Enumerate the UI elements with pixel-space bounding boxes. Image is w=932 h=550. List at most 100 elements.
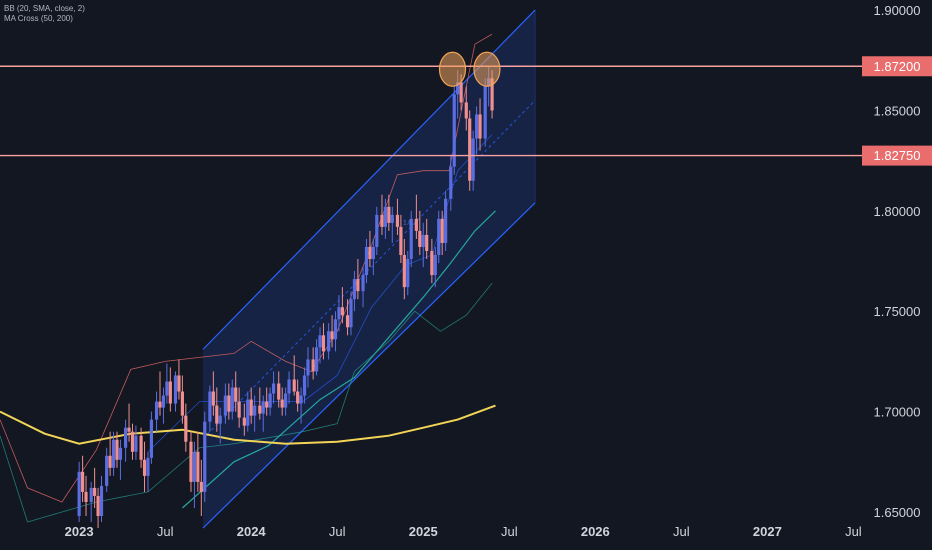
- time-tick-label: 2026: [581, 524, 610, 539]
- level-price-tag: [862, 145, 932, 166]
- time-tick-label: 2027: [753, 524, 782, 539]
- price-tick-label: 1.75000: [874, 304, 921, 319]
- candle-body: [418, 230, 422, 247]
- candle-body: [234, 387, 238, 402]
- time-tick-label: Jul: [673, 524, 690, 539]
- candle-body: [287, 379, 291, 394]
- candle-body: [471, 138, 475, 181]
- candle-body: [124, 427, 128, 448]
- candle-body: [223, 395, 227, 416]
- price-tick-label: 1.65000: [874, 505, 921, 520]
- candle-body: [380, 214, 384, 227]
- candle-body: [93, 487, 97, 496]
- candle-body: [249, 399, 253, 416]
- candle-body: [345, 315, 350, 328]
- level-price-tag: [862, 56, 932, 77]
- candle-body: [258, 405, 262, 414]
- candle-body: [421, 234, 425, 247]
- candle-body: [154, 401, 159, 420]
- time-axis[interactable]: 2023 Jul 2024 Jul 2025 Jul 2026 Jul 2027 Jul: [65, 524, 862, 539]
- candle-body: [280, 399, 284, 408]
- candle-body: [299, 395, 303, 404]
- price-axis[interactable]: 1.90000 1.85000 1.80000 1.75000 1.70000 1.650…: [874, 3, 921, 520]
- candle-body: [77, 471, 81, 517]
- candle-body: [203, 421, 207, 492]
- bb-lower-line: [0, 282, 493, 523]
- indicator-legend: BB (20, SMA, close, 2) MA Cross (50, 200…: [4, 4, 85, 24]
- candle-body: [444, 198, 448, 243]
- candle-body: [361, 275, 365, 292]
- candle-body: [246, 399, 250, 426]
- candle-body: [409, 218, 413, 260]
- candle-body: [321, 335, 326, 352]
- candle-body: [261, 401, 265, 414]
- candle-body: [230, 387, 234, 412]
- candle-body: [330, 331, 334, 340]
- candle-body: [356, 279, 360, 292]
- candle-body: [111, 439, 116, 468]
- time-tick-label: 2024: [237, 524, 267, 539]
- candle-body: [242, 417, 246, 426]
- resistance-marker: [473, 51, 501, 87]
- candle-body: [387, 206, 391, 223]
- candle-body: [375, 214, 379, 247]
- candle-body: [115, 439, 119, 460]
- candle-body: [208, 391, 212, 422]
- candle-body: [371, 246, 375, 260]
- candle-body: [189, 441, 193, 482]
- candle-body: [474, 114, 479, 139]
- candle-body: [284, 393, 288, 408]
- resistance-markers[interactable]: [438, 51, 501, 87]
- candle-body: [118, 447, 123, 460]
- candle-body: [227, 395, 231, 412]
- candle-body: [158, 401, 162, 408]
- candle-body: [406, 259, 410, 288]
- candle-body: [161, 395, 166, 408]
- candle-body: [165, 381, 169, 396]
- candle-body: [402, 254, 406, 288]
- candle-body: [142, 459, 147, 476]
- candle-body: [327, 331, 331, 352]
- candle-body: [483, 86, 487, 139]
- candle-body: [333, 319, 338, 340]
- candle-body: [425, 234, 429, 251]
- time-tick-label: 2025: [409, 524, 438, 539]
- candle-body: [271, 383, 276, 394]
- price-tick-label: 1.85000: [874, 103, 921, 118]
- price-tick-label: 1.90000: [874, 3, 921, 18]
- candle-body: [383, 206, 388, 227]
- candle-body: [399, 226, 403, 255]
- candle-body: [292, 379, 296, 392]
- candle-body: [456, 82, 460, 95]
- candle-body: [218, 415, 222, 424]
- candle-body: [177, 375, 181, 392]
- candle-body: [211, 391, 215, 406]
- candle-body: [99, 485, 104, 517]
- candle-body: [237, 401, 241, 418]
- candle-body: [84, 491, 88, 502]
- channel-mid-line: [202, 100, 536, 440]
- legend-bb[interactable]: BB (20, SMA, close, 2): [4, 4, 85, 13]
- legend-ma-cross[interactable]: MA Cross (50, 200): [4, 14, 73, 23]
- candle-body: [253, 405, 257, 416]
- candle-body: [340, 307, 344, 316]
- candle-body: [433, 254, 437, 276]
- candle-body: [395, 214, 400, 227]
- horizontal-levels[interactable]: 1.87200 1.82750: [0, 56, 932, 166]
- candle-body: [306, 359, 310, 376]
- moving-averages: [0, 210, 496, 509]
- candle-body: [268, 393, 272, 408]
- candle-body: [149, 419, 154, 458]
- candle-body: [192, 451, 197, 482]
- candle-body: [364, 246, 369, 276]
- candle-body: [468, 118, 472, 181]
- candle-body: [452, 94, 456, 167]
- candle-body: [337, 307, 341, 320]
- candle-body: [478, 114, 482, 139]
- candle-body: [296, 391, 300, 404]
- candle-body: [105, 455, 109, 486]
- time-tick-label: Jul: [501, 524, 518, 539]
- candle-body: [302, 375, 307, 396]
- candle-body: [490, 78, 494, 111]
